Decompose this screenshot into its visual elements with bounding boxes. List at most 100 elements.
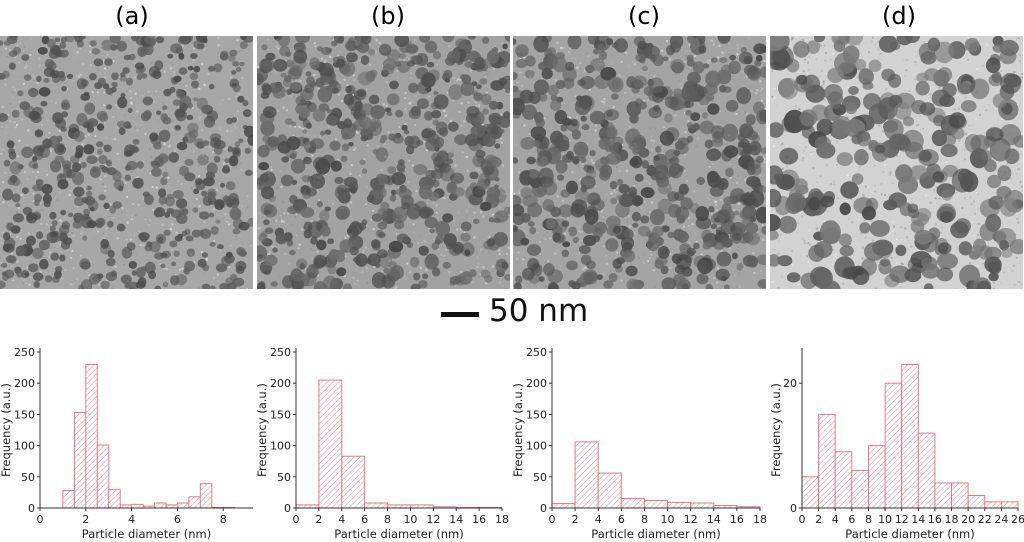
nanoparticle-blob — [992, 43, 1004, 53]
nanoparticle-blob — [242, 99, 249, 107]
nanoparticle-blob — [86, 185, 92, 191]
nanoparticle-blob — [215, 219, 221, 224]
nanoparticle-blob — [386, 111, 393, 117]
nanoparticle-blob — [73, 186, 85, 197]
nanoparticle-blob — [541, 67, 553, 80]
nanoparticle-blob — [513, 225, 518, 232]
nanoparticle-blob — [0, 280, 6, 289]
nanoparticle-blob — [435, 220, 450, 237]
x-tick-label: 12 — [426, 513, 440, 526]
nanoparticle-blob — [73, 130, 85, 142]
nanoparticle-blob — [851, 134, 863, 145]
nanoparticle-blob — [360, 55, 370, 65]
nanoparticle-blob — [202, 140, 210, 146]
nanoparticle-blob — [206, 162, 218, 175]
nanoparticle-blob — [235, 67, 242, 72]
nanoparticle-blob — [60, 126, 67, 132]
histogram-bar — [667, 501, 692, 509]
nanoparticle-blob — [366, 133, 374, 140]
nanoparticle-blob — [698, 45, 707, 54]
nanoparticle-blob — [476, 84, 482, 90]
nanoparticle-blob — [0, 40, 4, 46]
nanoparticle-blob — [193, 39, 205, 50]
tem-image-a — [0, 36, 253, 289]
nanoparticle-blob — [915, 80, 930, 96]
nanoparticle-blob — [598, 50, 608, 61]
nanoparticle-blob — [582, 221, 596, 234]
nanoparticle-blob — [445, 57, 456, 66]
nanoparticle-blob — [439, 127, 449, 137]
nanoparticle-blob — [320, 225, 331, 237]
nanoparticle-blob — [861, 206, 876, 221]
nanoparticle-blob — [151, 167, 162, 177]
nanoparticle-blob — [165, 196, 176, 207]
nanoparticle-blob — [178, 52, 185, 60]
nanoparticle-blob — [61, 160, 72, 170]
nanoparticle-blob — [997, 165, 1012, 182]
nanoparticle-blob — [706, 148, 722, 161]
nanoparticle-blob — [52, 112, 64, 124]
nanoparticle-blob — [377, 221, 388, 230]
nanoparticle-blob — [431, 110, 442, 119]
nanoparticle-blob — [957, 168, 973, 185]
nanoparticle-blob — [331, 40, 338, 47]
nanoparticle-blob — [533, 36, 549, 53]
y-tick-label: 150 — [270, 408, 291, 421]
nanoparticle-blob — [814, 241, 833, 258]
nanoparticle-blob — [641, 160, 650, 169]
nanoparticle-blob — [262, 84, 272, 96]
nanoparticle-blob — [667, 231, 675, 238]
histogram-bar — [341, 455, 366, 509]
x-tick-label: 16 — [730, 513, 744, 526]
nanoparticle-blob — [197, 258, 207, 268]
nanoparticle-blob — [819, 280, 841, 289]
nanoparticle-blob — [612, 258, 622, 269]
nanoparticle-blob — [386, 93, 400, 106]
nanoparticle-blob — [207, 188, 217, 199]
nanoparticle-blob — [443, 69, 453, 80]
nanoparticle-blob — [565, 61, 575, 71]
nanoparticle-blob — [620, 236, 635, 250]
nanoparticle-blob — [770, 230, 779, 241]
nanoparticle-blob — [470, 64, 476, 70]
nanoparticle-blob — [239, 61, 245, 67]
nanoparticle-blob — [38, 87, 51, 97]
nanoparticle-blob — [717, 36, 731, 44]
nanoparticle-blob — [883, 199, 898, 211]
nanoparticle-blob — [126, 124, 132, 129]
nanoparticle-blob — [992, 36, 1004, 47]
nanoparticle-blob — [289, 194, 298, 204]
nanoparticle-blob — [800, 272, 817, 289]
nanoparticle-blob — [458, 53, 470, 62]
nanoparticle-blob — [498, 77, 508, 86]
nanoparticle-blob — [153, 208, 163, 218]
nanoparticle-blob — [140, 112, 151, 122]
nanoparticle-blob — [32, 163, 39, 170]
nanoparticle-blob — [191, 80, 199, 89]
nanoparticle-blob — [499, 129, 505, 134]
nanoparticle-blob — [449, 172, 465, 184]
nanoparticle-blob — [443, 233, 457, 247]
nanoparticle-blob — [540, 156, 549, 166]
nanoparticle-blob — [501, 261, 509, 270]
nanoparticle-blob — [47, 38, 56, 49]
histogram-bar — [620, 498, 645, 509]
nanoparticle-blob — [287, 206, 298, 214]
nanoparticle-blob — [685, 110, 692, 116]
nanoparticle-blob — [970, 244, 983, 259]
nanoparticle-blob — [209, 241, 216, 247]
y-tick-label: 250 — [270, 346, 291, 359]
nanoparticle-blob — [262, 106, 277, 119]
nanoparticle-blob — [162, 281, 169, 288]
nanoparticle-blob — [839, 245, 854, 257]
nanoparticle-blob — [555, 52, 565, 60]
nanoparticle-blob — [34, 129, 44, 138]
nanoparticle-blob — [209, 133, 222, 142]
nanoparticle-blob — [527, 221, 535, 227]
nanoparticle-blob — [224, 158, 230, 164]
nanoparticle-blob — [26, 235, 36, 246]
histogram-bar — [868, 445, 886, 509]
nanoparticle-blob — [201, 252, 208, 258]
nanoparticle-blob — [136, 161, 144, 169]
nanoparticle-blob — [169, 86, 176, 93]
